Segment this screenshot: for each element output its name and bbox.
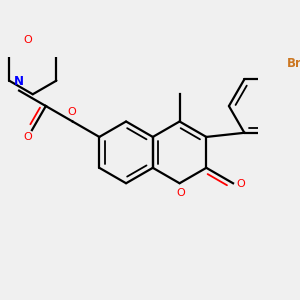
Text: O: O <box>236 179 245 189</box>
Text: O: O <box>24 34 32 45</box>
Text: O: O <box>67 107 76 117</box>
Text: O: O <box>23 132 32 142</box>
Text: Br: Br <box>286 57 300 70</box>
Text: O: O <box>176 188 185 199</box>
Text: N: N <box>14 75 24 88</box>
